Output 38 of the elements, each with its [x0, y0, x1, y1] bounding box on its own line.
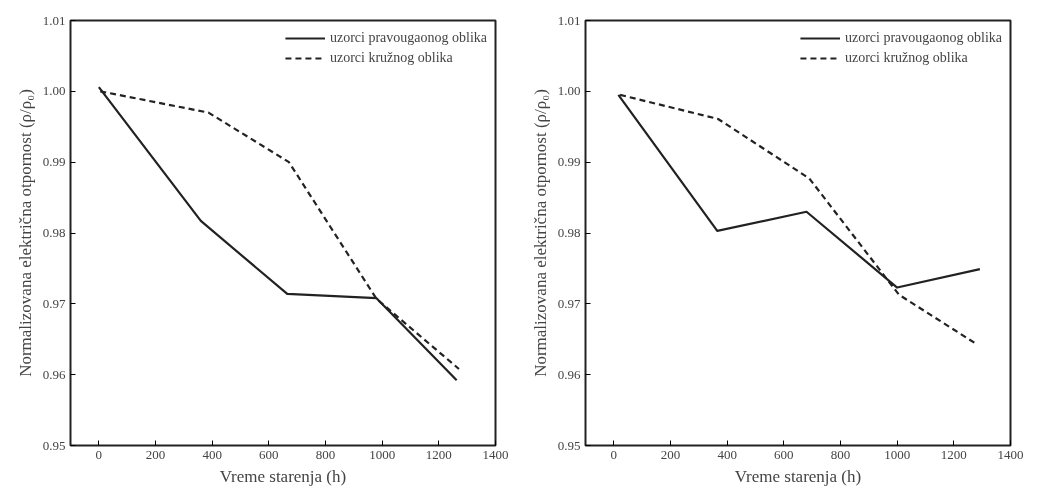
- x-tick-label: 1000: [884, 446, 911, 462]
- y-tick-label: 0.96: [557, 366, 581, 382]
- y-tick-label: 1.00: [557, 83, 581, 99]
- x-tick-label: 400: [202, 446, 222, 462]
- x-tick-label: 400: [717, 446, 737, 462]
- legend-label: uzorci kružnog oblika: [329, 50, 453, 66]
- y-tick-label: 0.97: [557, 295, 581, 311]
- y-tick-label: 0.97: [42, 295, 66, 311]
- x-tick-label: 200: [145, 446, 166, 462]
- x-tick-label: 800: [315, 446, 336, 462]
- y-tick-label: 0.98: [557, 225, 581, 240]
- x-tick-label: 1000: [369, 446, 396, 462]
- legend-label: uzorci pravougaonog oblika: [329, 30, 487, 46]
- y-tick-label: 1.01: [42, 12, 66, 28]
- y-tick-label: 0.99: [42, 154, 66, 170]
- x-tick-label: 1200: [940, 446, 967, 462]
- y-tick-label: 0.98: [42, 225, 66, 240]
- y-tick-label: 1.00: [42, 83, 66, 99]
- y-tick-label: 1.01: [557, 12, 581, 28]
- y-axis-title: Normalizovana električna otpornost (ρ/ρ₀): [530, 89, 550, 377]
- x-tick-label: 1400: [997, 446, 1024, 462]
- x-tick-label: 1400: [482, 446, 509, 462]
- y-tick-label: 0.96: [42, 366, 66, 382]
- x-tick-label: 600: [774, 446, 794, 462]
- x-tick-label: 200: [660, 446, 681, 462]
- x-tick-label: 600: [259, 446, 279, 462]
- y-axis-title: Normalizovana električna otpornost (ρ/ρ₀): [15, 89, 35, 377]
- x-tick-label: 0: [610, 446, 618, 462]
- legend-label: uzorci pravougaonog oblika: [844, 30, 1002, 46]
- y-tick-label: 0.95: [42, 437, 66, 453]
- legend-label: uzorci kružnog oblika: [844, 50, 968, 66]
- x-tick-label: 0: [95, 446, 103, 462]
- x-axis-title: Vreme starenja (h): [734, 466, 862, 486]
- y-tick-label: 0.95: [557, 437, 581, 453]
- y-tick-label: 0.99: [557, 154, 581, 170]
- x-tick-label: 1200: [425, 446, 452, 462]
- x-axis-title: Vreme starenja (h): [219, 466, 347, 486]
- x-tick-label: 800: [830, 446, 851, 462]
